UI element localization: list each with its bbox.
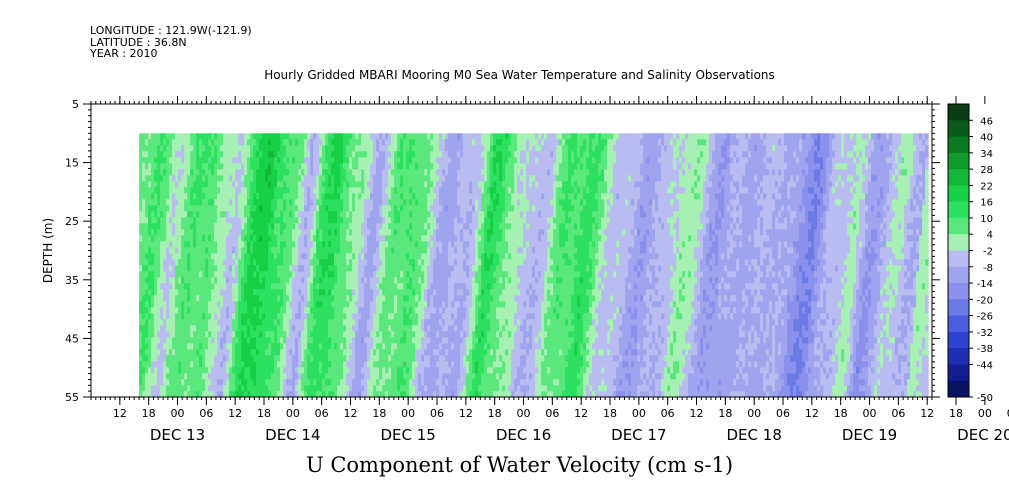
x-hour-tick-label: 06 — [315, 407, 329, 420]
y-tick-label: 15 — [65, 157, 79, 170]
x-hour-tick-label: 18 — [949, 407, 963, 420]
colorbar-label: -32 — [977, 328, 993, 339]
colorbar-label: 4 — [987, 230, 993, 241]
x-hour-tick-label: 06 — [661, 407, 675, 420]
x-hour-tick-label: 18 — [257, 407, 271, 420]
x-hour-tick-label: 06 — [776, 407, 790, 420]
x-hour-tick-label: 12 — [920, 407, 934, 420]
x-hour-tick-label: 12 — [805, 407, 819, 420]
colorbar-swatch — [948, 381, 969, 398]
x-hour-tick-label: 18 — [488, 407, 502, 420]
colorbar-swatch — [948, 185, 969, 202]
heatmap-field — [139, 133, 929, 398]
x-hour-tick-label: 00 — [401, 407, 415, 420]
x-hour-tick-label: 06 — [891, 407, 905, 420]
colorbar-swatch — [948, 316, 969, 333]
colorbar-swatch — [948, 202, 969, 219]
x-hour-tick-label: 12 — [574, 407, 588, 420]
colorbar-swatch — [948, 348, 969, 365]
x-hour-tick-label: 00 — [863, 407, 877, 420]
x-hour-tick-label: 12 — [228, 407, 242, 420]
x-hour-tick-label: 06 — [430, 407, 444, 420]
y-tick-label: 5 — [72, 98, 79, 111]
colorbar-label: -26 — [977, 312, 993, 323]
colorbar-label: -38 — [977, 344, 993, 355]
x-date-label: DEC 14 — [265, 426, 320, 444]
x-hour-tick-label: 06 — [545, 407, 559, 420]
colorbar-label: -14 — [977, 279, 993, 290]
y-axis-label: DEPTH (m) — [41, 218, 55, 283]
chart-subtitle: U Component of Water Velocity (cm s-1) — [0, 453, 1009, 477]
colorbar-swatch — [948, 234, 969, 251]
x-date-label: DEC 13 — [150, 426, 205, 444]
x-date-label: DEC 16 — [496, 426, 551, 444]
x-hour-tick-label: 12 — [690, 407, 704, 420]
colorbar-swatch — [948, 218, 969, 235]
x-hour-tick-label: 12 — [459, 407, 473, 420]
colorbar-label: 34 — [980, 149, 993, 160]
colorbar-label: 22 — [980, 181, 993, 192]
colorbar-swatch — [948, 332, 969, 349]
colorbar-swatch — [948, 153, 969, 170]
x-hour-tick-label: 18 — [718, 407, 732, 420]
colorbar-label: -50 — [977, 393, 993, 404]
x-hour-tick-label: 00 — [286, 407, 300, 420]
colorbar-swatch — [948, 104, 969, 121]
colorbar-swatch — [948, 299, 969, 316]
x-hour-tick-label: 18 — [834, 407, 848, 420]
colorbar-label: 28 — [980, 165, 993, 176]
x-hour-tick-label: 00 — [171, 407, 185, 420]
colorbar-swatch — [948, 283, 969, 300]
x-date-label: DEC 15 — [380, 426, 435, 444]
y-tick-label: 25 — [65, 215, 79, 228]
colorbar-label: -44 — [977, 360, 993, 371]
x-hour-tick-label: 12 — [344, 407, 358, 420]
colorbar-label: -20 — [977, 295, 993, 306]
x-hour-tick-label: 12 — [113, 407, 127, 420]
colorbar-label: 40 — [980, 133, 993, 144]
colorbar-label: 10 — [980, 214, 993, 225]
colorbar-label: 46 — [980, 116, 993, 127]
x-date-label: DEC 20 — [957, 426, 1009, 444]
colorbar-swatch — [948, 267, 969, 284]
y-tick-label: 45 — [65, 332, 79, 345]
y-tick-label: 35 — [65, 274, 79, 287]
colorbar-swatch — [948, 251, 969, 268]
chart-svg: 12 18 00 06 12 18 00 06 12 18 00 06 12 18 00 06 12 18 00 06… — [0, 0, 1009, 450]
colorbar-label: -2 — [983, 247, 993, 258]
x-date-label: DEC 18 — [727, 426, 782, 444]
x-date-label: DEC 17 — [611, 426, 666, 444]
colorbar: 46 40 34 28 22 16 10 4 -2 -8 -14 -20 -26 -32 -38 -44 -50 — [948, 104, 993, 404]
x-hour-tick-label: 00 — [517, 407, 531, 420]
x-hour-tick-label: 00 — [632, 407, 646, 420]
x-hour-tick-label: 18 — [603, 407, 617, 420]
colorbar-swatch — [948, 137, 969, 154]
colorbar-swatch — [948, 169, 969, 186]
y-tick-label: 55 — [65, 391, 79, 404]
x-hour-tick-label: 00 — [978, 407, 992, 420]
colorbar-swatch — [948, 364, 969, 381]
x-hour-tick-label: 06 — [199, 407, 213, 420]
x-date-label: DEC 19 — [842, 426, 897, 444]
x-hour-tick-label: 18 — [372, 407, 386, 420]
x-hour-tick-label: 00 — [747, 407, 761, 420]
x-hour-tick-label: 18 — [142, 407, 156, 420]
colorbar-label: -8 — [983, 263, 993, 274]
colorbar-label: 16 — [980, 198, 993, 209]
colorbar-swatch — [948, 120, 969, 137]
